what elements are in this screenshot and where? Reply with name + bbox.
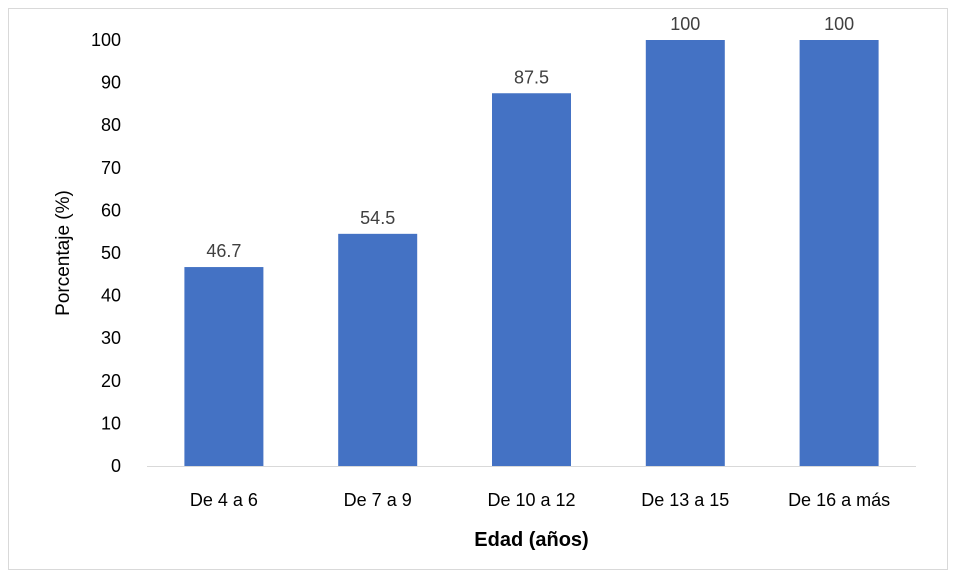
data-label: 46.7 (206, 241, 241, 261)
x-tick-label: De 16 a más (788, 490, 890, 510)
bar (184, 267, 264, 466)
y-tick-label: 100 (91, 30, 121, 50)
data-label: 100 (824, 14, 854, 34)
y-tick-label: 0 (111, 456, 121, 476)
bar (645, 40, 725, 466)
y-tick-label: 90 (101, 73, 121, 93)
chart-frame (8, 8, 948, 570)
y-tick-label: 30 (101, 328, 121, 348)
y-tick-label: 80 (101, 115, 121, 135)
data-label: 87.5 (514, 67, 549, 87)
y-tick-label: 60 (101, 200, 121, 220)
data-labels: 46.7 54.5 87.5 100 100 (206, 14, 854, 261)
y-tick-label: 40 (101, 286, 121, 306)
data-label: 54.5 (360, 208, 395, 228)
y-tick-label: 70 (101, 158, 121, 178)
x-tick-label: De 10 a 12 (487, 490, 575, 510)
x-tick-label: De 4 a 6 (190, 490, 258, 510)
bars (184, 40, 879, 466)
y-tick-label: 20 (101, 371, 121, 391)
data-label: 100 (670, 14, 700, 34)
y-tick-label: 50 (101, 243, 121, 263)
x-tick-label: De 13 a 15 (641, 490, 729, 510)
y-axis-ticks: 0 10 20 30 40 50 60 70 80 90 100 (91, 30, 121, 476)
bar (492, 93, 571, 466)
x-tick-label: De 7 a 9 (344, 490, 412, 510)
x-axis-ticks: De 4 a 6 De 7 a 9 De 10 a 12 De 13 a 15 De 1… (190, 490, 890, 510)
bar (338, 233, 418, 466)
bar (799, 40, 879, 466)
y-axis-label: Porcentaje (%) (53, 190, 74, 316)
y-tick-label: 10 (101, 413, 121, 433)
x-axis-label: Edad (años) (474, 529, 588, 551)
